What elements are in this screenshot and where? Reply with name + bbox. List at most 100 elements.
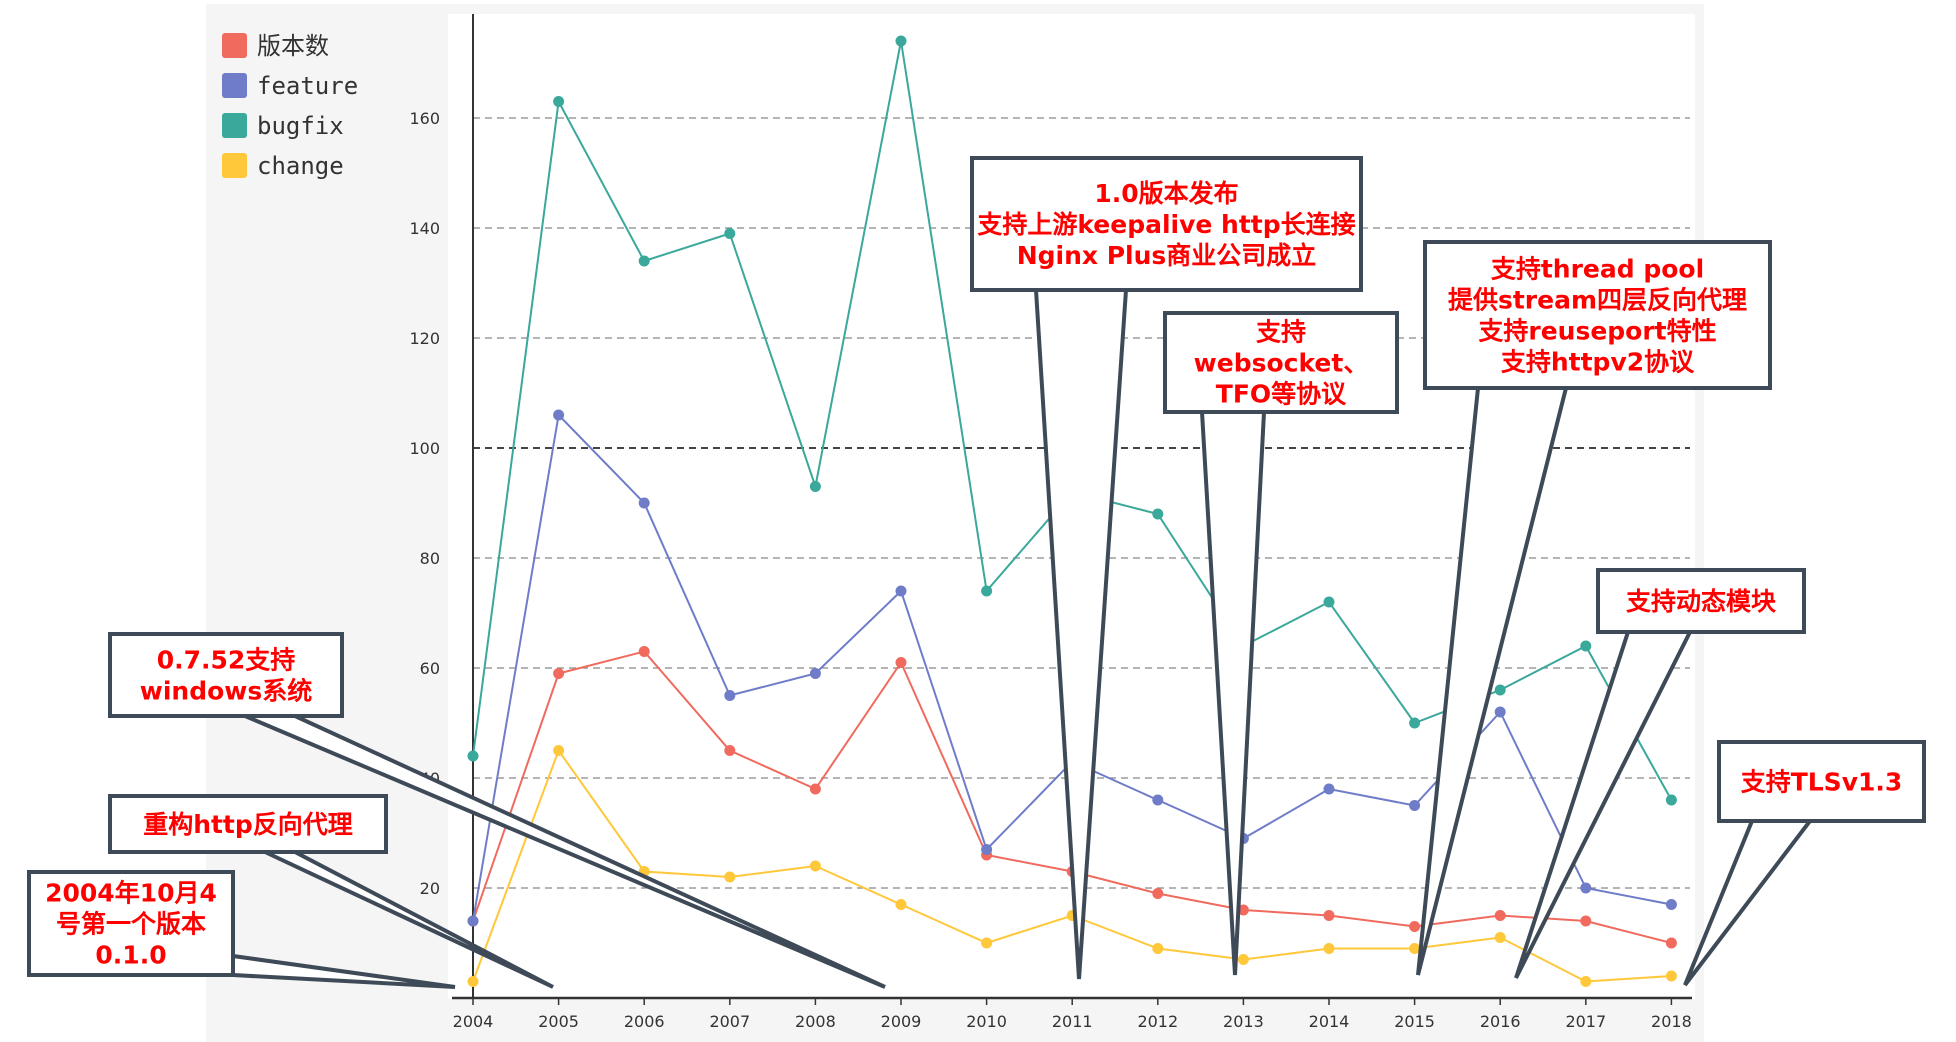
data-point [1665,970,1677,982]
x-tick-label: 2005 [538,1012,579,1031]
x-tick-label: 2014 [1309,1012,1350,1031]
y-tick-label: 80 [420,549,440,568]
legend-swatch [222,73,247,98]
data-point [1665,937,1677,949]
legend-label: feature [257,72,358,100]
x-tick-label: 2015 [1394,1012,1435,1031]
x-tick-label: 2004 [453,1012,494,1031]
callout-text: 支持动态模块 [1626,587,1776,616]
callout-text: 支持reuseport特性 [1478,317,1716,346]
data-point [1665,899,1677,910]
legend: 版本数 feature bugfix change [222,32,358,180]
data-point [981,844,993,855]
callout-box [970,156,1363,292]
x-tick-label: 2011 [1052,1012,1093,1031]
data-point [809,481,821,492]
data-point [1494,910,1506,921]
callout-text: windows系统 [140,677,313,706]
data-point [1409,717,1421,729]
data-point [467,915,479,927]
callout-text: websocket、 [1194,349,1369,378]
callout-text: 0.7.52支持 [157,646,296,675]
y-tick-label: 60 [420,659,440,678]
data-point [724,871,736,883]
y-tick-label: 120 [409,329,440,348]
data-point [1152,508,1164,520]
legend-label: 版本数 [257,32,329,60]
y-tick-label: 20 [420,879,440,898]
data-point [809,668,821,679]
callout-box [108,794,388,854]
legend-label: bugfix [257,112,344,140]
x-tick-label: 2017 [1565,1012,1606,1031]
data-point [895,35,907,47]
data-point [1580,976,1592,987]
x-tick-label: 2012 [1137,1012,1178,1031]
data-point [638,646,650,657]
data-point [1323,910,1335,921]
data-point [1152,888,1164,899]
callout-text: 0.1.0 [95,941,166,970]
data-point [1580,915,1592,927]
data-point [1237,904,1249,916]
y-tick-label: 140 [409,219,440,238]
callout-text: TFO等协议 [1216,380,1347,409]
data-point [1237,954,1249,965]
callout-text: Nginx Plus商业公司成立 [1017,241,1317,270]
callout-box [108,632,344,718]
data-point [895,657,907,668]
axes: 2040608010012014016020042005200620072008… [409,14,1692,1031]
data-point [467,976,479,987]
callout-box [1596,568,1806,634]
data-point [1152,794,1164,806]
data-point [1665,794,1677,806]
x-tick-label: 2008 [795,1012,836,1031]
data-point [638,255,650,267]
data-point [724,690,736,701]
data-point [553,409,565,421]
data-point [1409,921,1421,932]
callout-text: 支持 [1256,318,1306,347]
x-tick-label: 2010 [966,1012,1007,1031]
callout-box [1717,740,1926,823]
data-point [809,860,821,872]
data-point [981,585,993,597]
data-point [895,585,907,597]
data-point [1580,882,1592,894]
callout-box [1423,240,1772,390]
y-tick-label: 100 [409,439,440,458]
data-point [1323,943,1335,954]
callout-box [1163,311,1399,414]
data-point [1323,783,1335,795]
callout-box [27,870,235,977]
callout-text: 2004年10月4 [45,879,217,908]
x-tick-label: 2013 [1223,1012,1264,1031]
x-tick-label: 2006 [624,1012,665,1031]
callout-text: 支持httpv2协议 [1501,348,1695,377]
data-point [553,745,565,756]
data-point [1152,943,1164,954]
data-point [1580,640,1592,652]
callout-text: 号第一个版本 [56,910,206,939]
data-point [1494,706,1506,718]
callout-text: 支持thread pool [1491,255,1704,284]
callouts: 2004年10月4号第一个版本0.1.0重构http反向代理0.7.52支持wi… [27,156,1926,989]
data-point [1494,932,1506,943]
data-point [1409,943,1421,954]
x-tick-label: 2009 [881,1012,922,1031]
y-tick-label: 160 [409,109,440,128]
x-tick-label: 2007 [709,1012,750,1031]
data-point [724,745,736,756]
legend-label: change [257,152,344,180]
callout-text: 1.0版本发布 [1094,179,1238,208]
x-tick-label: 2018 [1651,1012,1692,1031]
data-point [1494,684,1506,696]
legend-swatch [222,33,247,58]
data-point [467,750,479,762]
callout-text: 支持TLSv1.3 [1741,768,1903,797]
callout-text: 提供stream四层反向代理 [1448,286,1747,315]
